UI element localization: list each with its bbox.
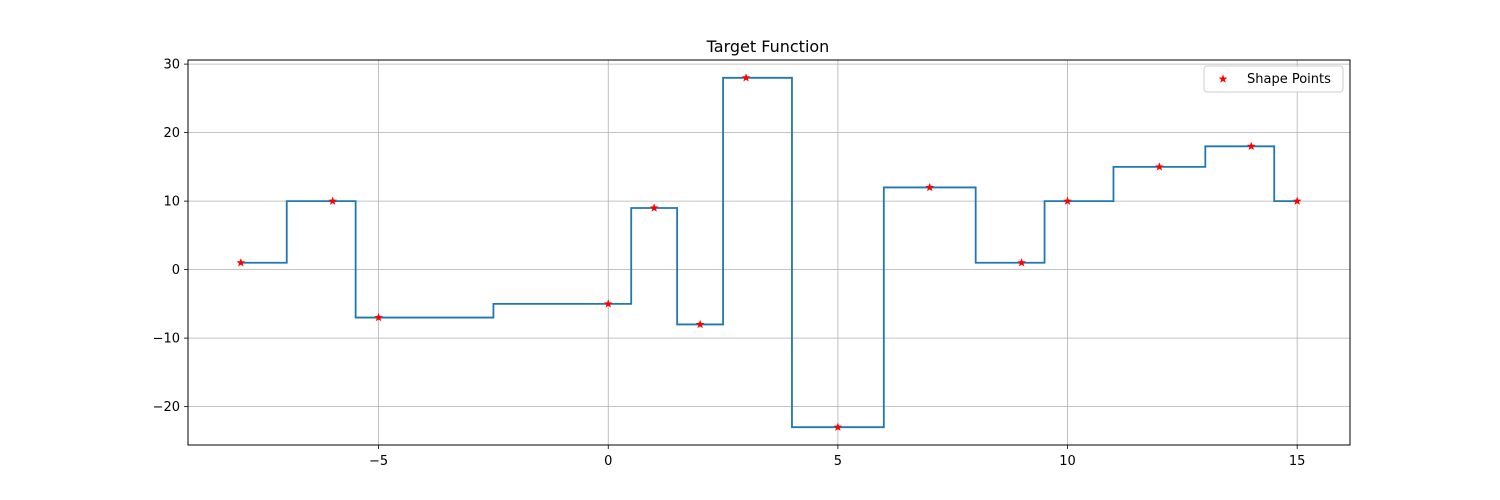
y-tick-label: 20 [163,126,180,141]
target-function-step-line [240,76,1298,429]
shape-point [603,299,613,308]
shape-point [649,203,659,212]
shape-point [1246,141,1256,151]
grid [188,60,1350,445]
shape-point [374,312,383,322]
shape-point [741,73,751,82]
legend-box [1203,65,1344,93]
shape-point [1292,196,1302,205]
y-tick-label: 30 [163,58,180,73]
shape-points-layer [236,73,1302,431]
shape-point [328,196,338,205]
x-tick-label: 15 [1289,454,1306,469]
y-axis: −20 −10 0 10 20 30 [153,58,188,415]
plot-frame [187,59,1351,446]
legend: Shape Points [1203,65,1344,93]
legend-star-icon [1218,74,1228,83]
shape-point [925,182,935,192]
shape-point [1017,258,1026,267]
step-line-layer [240,76,1298,429]
x-tick-label: 10 [1059,454,1076,469]
shape-point [1155,162,1164,171]
x-axis: −5 0 5 10 15 [369,445,1305,469]
shape-point [1063,196,1072,205]
y-tick-label: −10 [153,332,180,347]
x-tick-label: −5 [369,454,388,469]
chart-title: Target Function [706,37,830,56]
shape-point [236,258,246,267]
y-tick-label: 0 [172,263,180,278]
x-tick-label: 0 [604,454,612,469]
x-tick-label: 5 [834,454,842,469]
legend-label: Shape Points [1247,72,1331,87]
y-tick-label: 10 [163,195,180,210]
shape-point [695,319,705,329]
y-tick-label: −20 [153,400,180,415]
shape-point [833,422,843,431]
